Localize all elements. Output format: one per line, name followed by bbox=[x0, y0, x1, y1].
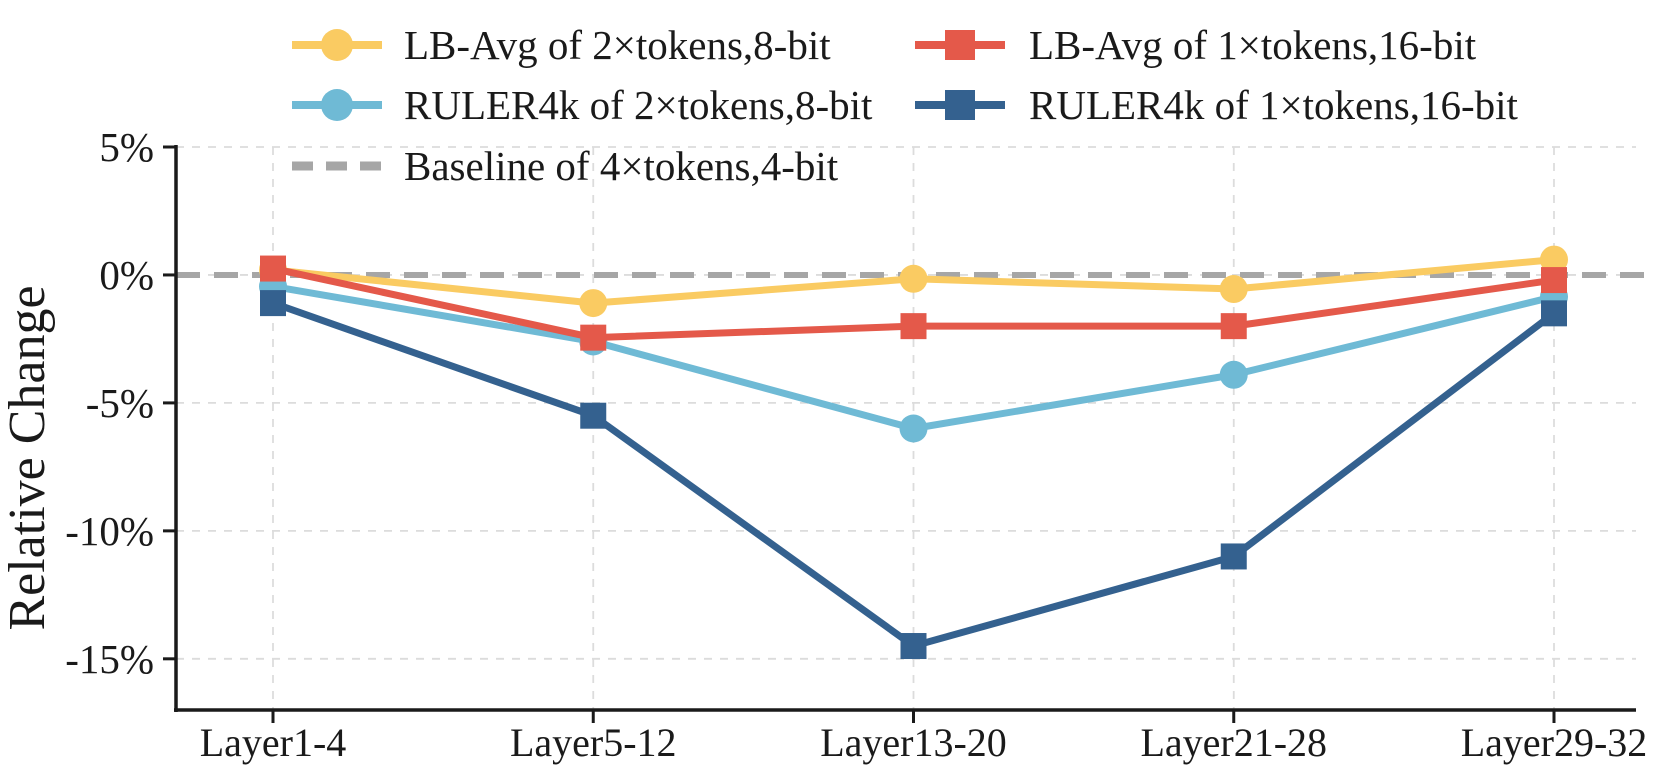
x-tick-label: Layer1-4 bbox=[200, 720, 347, 765]
y-tick-label: -15% bbox=[65, 636, 154, 682]
legend-marker-square bbox=[945, 30, 975, 60]
legend-label: LB-Avg of 1×tokens,16-bit bbox=[1029, 22, 1477, 68]
x-tick-label: Layer5-12 bbox=[510, 720, 677, 765]
legend-label: RULER4k of 2×tokens,8-bit bbox=[404, 82, 873, 128]
y-tick-label: 5% bbox=[99, 124, 154, 170]
legend: LB-Avg of 2×tokens,8-bit LB-Avg of 1×toke… bbox=[292, 22, 1519, 189]
legend-entry: LB-Avg of 2×tokens,8-bit bbox=[292, 22, 831, 68]
legend-label: LB-Avg of 2×tokens,8-bit bbox=[404, 22, 831, 68]
legend-entry: RULER4k of 2×tokens,8-bit bbox=[292, 82, 873, 128]
series-0 bbox=[259, 245, 1568, 318]
legend-marker-circle bbox=[321, 89, 353, 121]
data-point bbox=[1219, 275, 1248, 304]
data-point bbox=[1541, 300, 1567, 327]
legend-marker-circle bbox=[321, 29, 353, 61]
x-tick-label: Layer13-20 bbox=[820, 720, 1007, 765]
y-axis-title: Relative Change bbox=[0, 285, 56, 630]
legend-entry: LB-Avg of 1×tokens,16-bit bbox=[915, 22, 1477, 68]
x-tick-label: Layer21-28 bbox=[1140, 720, 1327, 765]
data-point bbox=[1540, 245, 1568, 274]
data-point bbox=[580, 324, 607, 351]
x-tick-label: Layer29-32 bbox=[1461, 720, 1648, 765]
legend-label: Baseline of 4×tokens,4-bit bbox=[404, 143, 839, 189]
data-point bbox=[1220, 313, 1247, 340]
data-point bbox=[580, 402, 607, 429]
legend-entry: RULER4k of 1×tokens,16-bit bbox=[915, 82, 1519, 128]
y-tick-label: 0% bbox=[99, 252, 154, 298]
y-tick-label: -5% bbox=[86, 380, 154, 426]
series-3 bbox=[260, 290, 1567, 660]
axes: 5% 0% -5% -10% -15% Layer1-4 Layer5-12 Layer13-… bbox=[0, 124, 1647, 765]
data-point bbox=[899, 264, 928, 293]
series-1 bbox=[260, 255, 1567, 351]
data-point bbox=[260, 255, 286, 282]
data-point bbox=[260, 290, 286, 317]
data-point bbox=[900, 633, 927, 660]
y-tick-label: -10% bbox=[65, 508, 154, 554]
data-point bbox=[1220, 543, 1247, 570]
data-point bbox=[1219, 360, 1248, 389]
legend-label: RULER4k of 1×tokens,16-bit bbox=[1029, 82, 1519, 128]
data-point bbox=[899, 414, 928, 443]
legend-entry: Baseline of 4×tokens,4-bit bbox=[292, 143, 839, 189]
data-point bbox=[1541, 267, 1567, 294]
legend-marker-square bbox=[945, 90, 975, 120]
data-point bbox=[579, 289, 608, 318]
data-point bbox=[900, 313, 927, 340]
